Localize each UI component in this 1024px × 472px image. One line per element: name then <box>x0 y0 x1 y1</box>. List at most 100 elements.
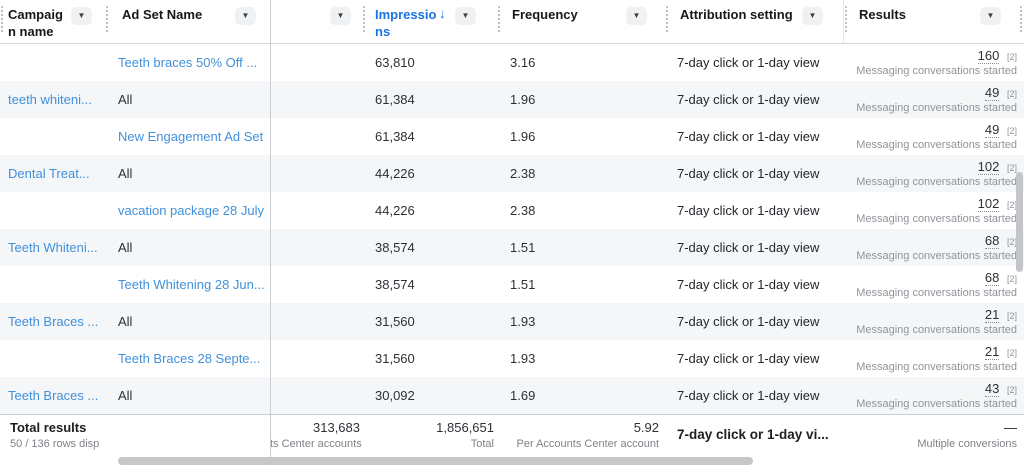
ad-set-name-text[interactable]: Teeth braces 50% Off ... <box>118 55 258 70</box>
ad-set-name-cell: All <box>105 155 270 192</box>
results-footnote-ref: [2] <box>1006 274 1017 284</box>
column-header-results[interactable]: Results ▼ <box>843 0 1024 43</box>
campaign-name-cell: Teeth Braces ... <box>0 377 105 414</box>
totals-attribution-cell: 7-day click or 1-day vi... <box>677 427 829 442</box>
frequency-cell: 2.38 <box>510 203 536 218</box>
column-menu-chevron-down-icon[interactable]: ▼ <box>235 7 256 25</box>
ad-set-name-cell: Teeth braces 50% Off ... <box>105 44 270 81</box>
results-footnote-ref: [2] <box>1006 52 1017 62</box>
campaign-name-cell: Teeth Whiteni... <box>0 229 105 266</box>
table-row: vacation package 28 July 44,226 2.38 7-d… <box>0 192 1024 229</box>
column-header-frequency[interactable]: Frequency ▼ <box>497 0 665 43</box>
results-value-line: 102 [2] <box>843 159 1017 175</box>
totals-accounts-cell: 313,683 ts Center accounts <box>270 415 362 455</box>
results-value[interactable]: 68 <box>984 270 1000 286</box>
attribution-setting-cell: 7-day click or 1-day view <box>677 92 820 107</box>
results-value[interactable]: 160 <box>977 48 1000 64</box>
results-cell: 49 [2] Messaging conversations started <box>843 81 1024 118</box>
results-value[interactable]: 21 <box>984 344 1000 360</box>
ad-set-name-text[interactable]: Teeth Braces 28 Septe... <box>118 351 261 366</box>
results-cell: 21 [2] Messaging conversations started <box>843 340 1024 377</box>
frequency-cell: 1.51 <box>510 277 536 292</box>
column-header-unnamed[interactable]: ▼ <box>270 0 362 43</box>
impressions-cell: 30,092 <box>375 388 415 403</box>
ad-set-name-text[interactable]: All <box>118 240 133 255</box>
column-drag-handle-icon[interactable] <box>845 6 847 32</box>
results-footnote-ref: [2] <box>1006 237 1017 247</box>
ad-set-name-text[interactable]: All <box>118 92 133 107</box>
unnamed-cell <box>270 192 362 229</box>
results-value[interactable]: 49 <box>984 122 1000 138</box>
column-header-impressions-sorted[interactable]: Impressions ↓ ▼ <box>362 0 497 43</box>
column-menu-chevron-down-icon[interactable]: ▼ <box>802 7 823 25</box>
ad-set-name-text[interactable]: All <box>118 388 133 403</box>
campaign-name-link[interactable]: Teeth Braces ... <box>8 388 99 403</box>
table-row: Dental Treat... All 44,226 2.38 7-day cl… <box>0 155 1024 192</box>
results-value-line: 49 [2] <box>843 122 1017 138</box>
vertical-scrollbar[interactable] <box>1016 172 1023 272</box>
campaign-name-link[interactable]: teeth whiteni... <box>8 92 92 107</box>
ad-set-name-text[interactable]: All <box>118 166 133 181</box>
totals-impressions-label: Total <box>470 438 494 450</box>
campaign-name-cell <box>0 192 105 229</box>
campaign-name-link[interactable]: Teeth Whiteni... <box>8 240 98 255</box>
attribution-setting-cell: 7-day click or 1-day view <box>677 240 820 255</box>
results-value[interactable]: 21 <box>984 307 1000 323</box>
results-value-line: 102 [2] <box>843 196 1017 212</box>
column-drag-handle-icon[interactable] <box>1 6 3 32</box>
column-header-campaign-name[interactable]: Campaign name ▼ <box>0 0 105 43</box>
table-row: Teeth Braces ... All 31,560 1.93 7-day c… <box>0 303 1024 340</box>
column-header-ad-set-name[interactable]: Ad Set Name ▼ <box>105 0 270 43</box>
unnamed-cell <box>270 340 362 377</box>
results-value-line: 160 [2] <box>843 48 1017 64</box>
impressions-cell: 61,384 <box>375 129 415 144</box>
column-header-label: Results <box>859 7 906 22</box>
attribution-setting-cell: 7-day click or 1-day view <box>677 314 820 329</box>
total-results-title: Total results <box>10 420 87 435</box>
frequency-cell: 2.38 <box>510 166 536 181</box>
results-value[interactable]: 68 <box>984 233 1000 249</box>
column-menu-chevron-down-icon[interactable]: ▼ <box>330 7 351 25</box>
column-header-label: Impressions <box>375 7 437 39</box>
unnamed-cell <box>270 44 362 81</box>
results-metric-label: Messaging conversations started <box>856 139 1017 151</box>
campaign-name-cell <box>0 44 105 81</box>
frequency-cell: 1.69 <box>510 388 536 403</box>
ad-set-name-text[interactable]: New Engagement Ad Set <box>118 129 264 144</box>
impressions-cell: 31,560 <box>375 351 415 366</box>
sort-descending-icon[interactable]: ↓ <box>439 6 446 21</box>
ad-set-name-text[interactable]: vacation package 28 July <box>118 203 264 218</box>
results-value[interactable]: 102 <box>977 196 1000 212</box>
ad-set-name-cell: Teeth Whitening 28 Jun... <box>105 266 270 303</box>
results-value[interactable]: 49 <box>984 85 1000 101</box>
impressions-cell: 44,226 <box>375 166 415 181</box>
table-row: Teeth Braces ... All 30,092 1.69 7-day c… <box>0 377 1024 414</box>
campaign-name-cell <box>0 118 105 155</box>
column-drag-handle-icon[interactable] <box>666 6 668 32</box>
results-value[interactable]: 102 <box>977 159 1000 175</box>
column-menu-chevron-down-icon[interactable]: ▼ <box>980 7 1001 25</box>
column-drag-handle-icon[interactable] <box>498 6 500 32</box>
results-value[interactable]: 43 <box>984 381 1000 397</box>
horizontal-scrollbar[interactable] <box>118 457 753 465</box>
column-header-label: Attribution setting <box>680 7 793 22</box>
impressions-cell: 38,574 <box>375 240 415 255</box>
table-header-row: Campaign name ▼ Ad Set Name ▼ ▼ Impressi… <box>0 0 1024 44</box>
totals-accounts-value: 313,683 <box>313 420 360 435</box>
campaign-name-link[interactable]: Teeth Braces ... <box>8 314 99 329</box>
unnamed-cell <box>270 303 362 340</box>
totals-results-value: — <box>1004 420 1017 435</box>
column-drag-handle-icon[interactable] <box>363 6 365 32</box>
column-menu-chevron-down-icon[interactable]: ▼ <box>71 7 92 25</box>
column-menu-chevron-down-icon[interactable]: ▼ <box>626 7 647 25</box>
results-cell: 21 [2] Messaging conversations started <box>843 303 1024 340</box>
campaign-name-cell: teeth whiteni... <box>0 81 105 118</box>
ad-set-name-text[interactable]: All <box>118 314 133 329</box>
campaign-name-link[interactable]: Dental Treat... <box>8 166 90 181</box>
ad-set-name-text[interactable]: Teeth Whitening 28 Jun... <box>118 277 265 292</box>
column-menu-chevron-down-icon[interactable]: ▼ <box>455 7 476 25</box>
column-header-attribution-setting[interactable]: Attribution setting ▼ <box>665 0 843 43</box>
column-drag-handle-icon[interactable] <box>106 6 108 32</box>
results-metric-label: Messaging conversations started <box>856 361 1017 373</box>
column-drag-handle-icon[interactable] <box>1020 6 1022 32</box>
